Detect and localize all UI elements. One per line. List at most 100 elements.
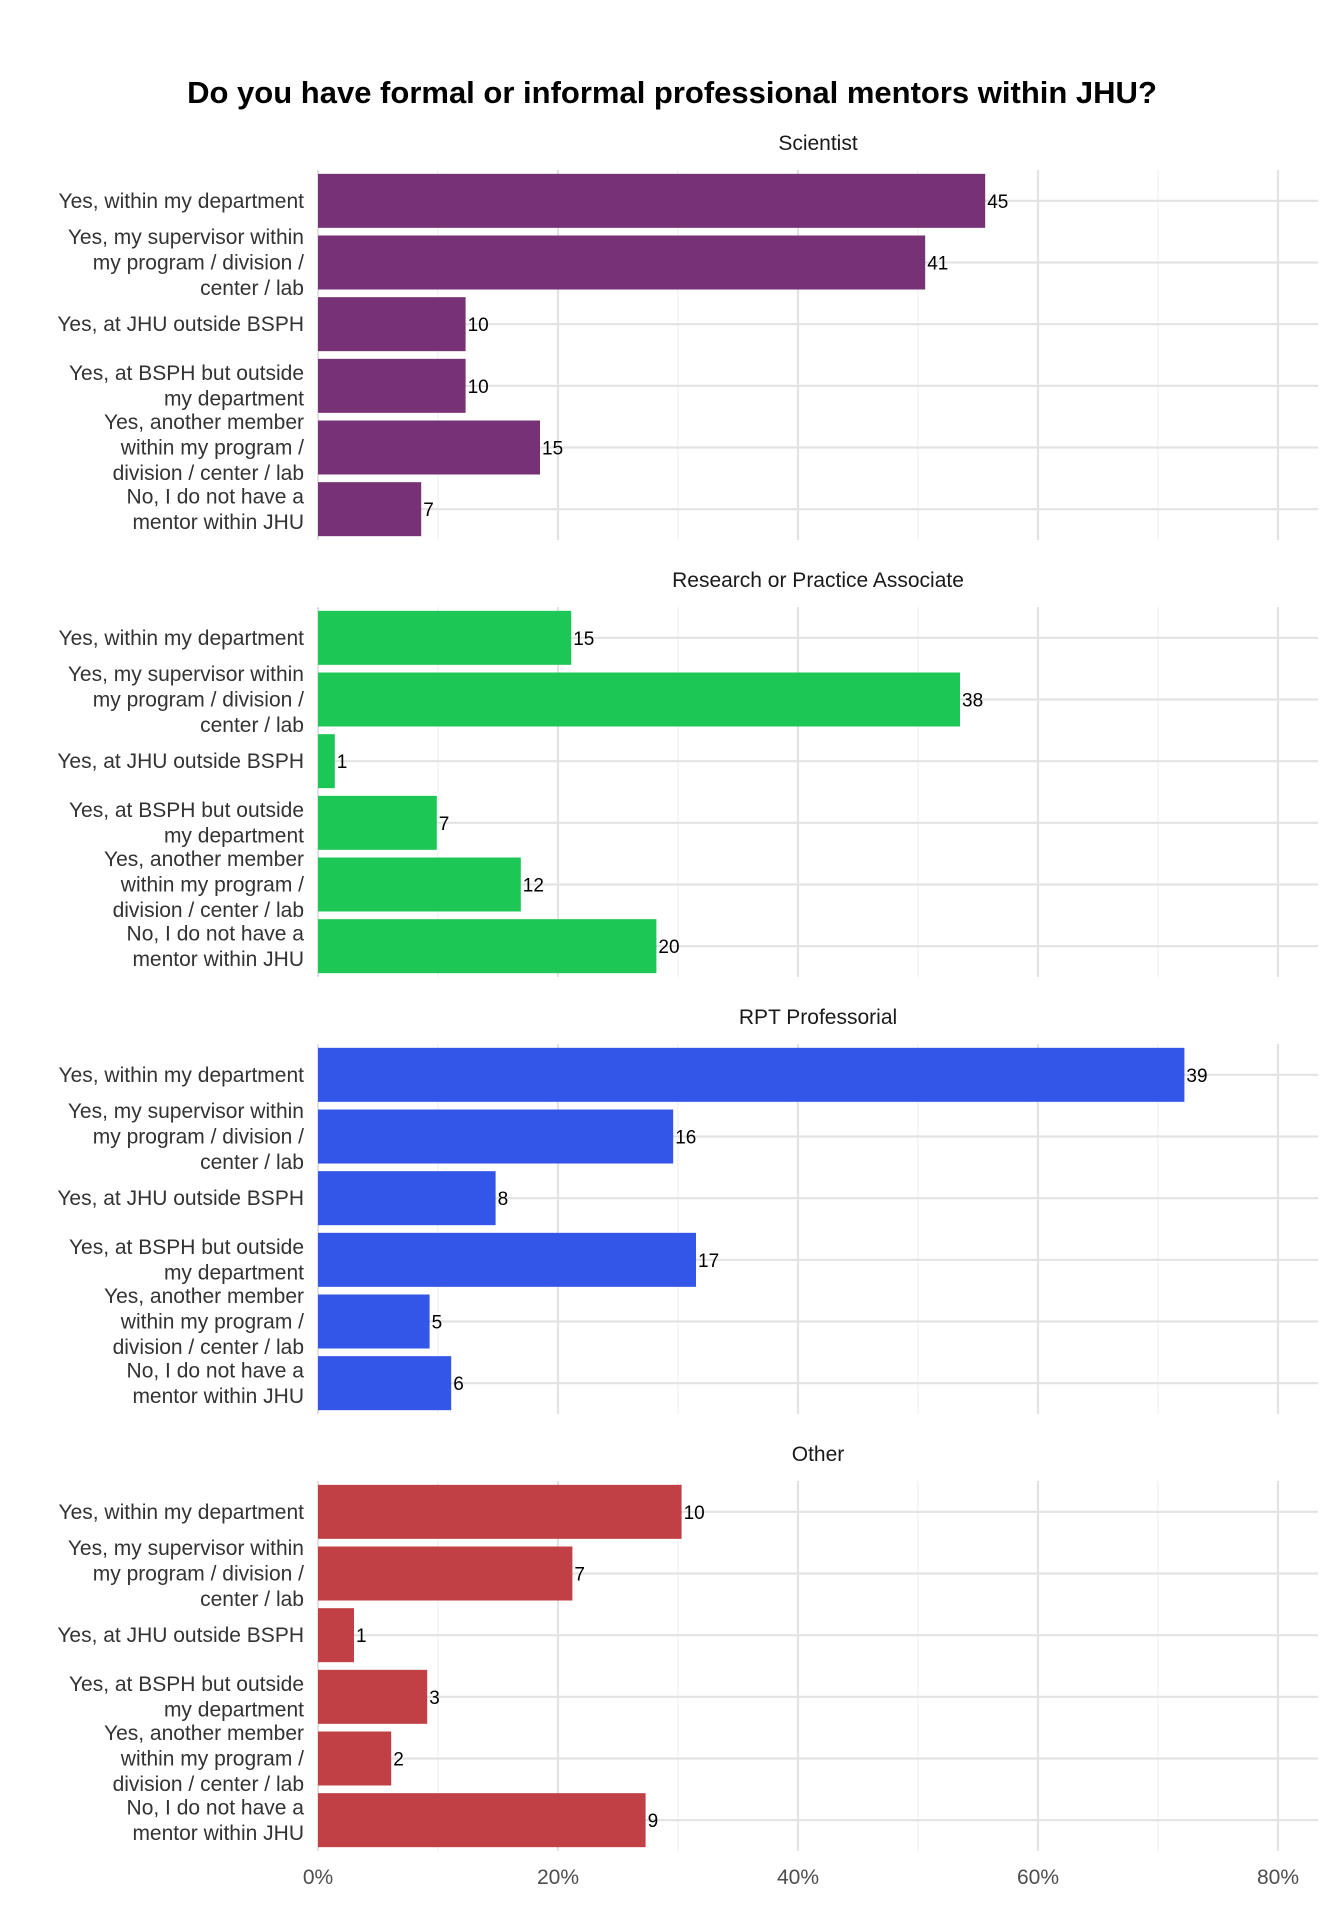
category-label: Yes, at BSPH but outside my department bbox=[69, 1673, 304, 1722]
category-label-line: center / lab bbox=[200, 1151, 304, 1174]
chart-title: Do you have formal or informal professio… bbox=[187, 75, 1157, 110]
category-label: No, I do not have a mentor within JHU bbox=[127, 1359, 305, 1408]
category-label-line: mentor within JHU bbox=[132, 1822, 304, 1845]
bar bbox=[318, 1793, 646, 1848]
category-label-line: Yes, at JHU outside BSPH bbox=[57, 313, 304, 336]
category-label-line: Yes, within my department bbox=[58, 190, 304, 213]
category-label-line: division / center / lab bbox=[113, 899, 304, 922]
bar bbox=[318, 1047, 1185, 1102]
category-label: Yes, at BSPH but outside my department bbox=[69, 362, 304, 411]
category-label: Yes, at BSPH but outside my department bbox=[69, 1236, 304, 1285]
bar-value-label: 1 bbox=[337, 752, 348, 773]
x-tick-label: 0% bbox=[303, 1866, 333, 1889]
bar-value-label: 7 bbox=[574, 1565, 585, 1586]
category-label: Yes, at JHU outside BSPH bbox=[57, 750, 304, 773]
bar-value-label: 3 bbox=[429, 1688, 440, 1709]
bar bbox=[318, 1109, 674, 1164]
category-label: Yes, within my department bbox=[58, 190, 304, 213]
panel-0: Scientist 45 Yes, within my department 41 Ye… bbox=[57, 132, 1318, 540]
bar bbox=[318, 1731, 392, 1786]
bar-value-label: 7 bbox=[423, 500, 434, 521]
panel-strip-label: Research or Practice Associate bbox=[672, 569, 964, 592]
category-label: Yes, at BSPH but outside my department bbox=[69, 799, 304, 848]
category-label-line: Yes, at JHU outside BSPH bbox=[57, 1624, 304, 1647]
category-label-line: Yes, my supervisor within bbox=[68, 226, 304, 249]
category-label-line: within my program / bbox=[120, 1748, 304, 1771]
category-label: Yes, at JHU outside BSPH bbox=[57, 313, 304, 336]
category-label-line: Yes, within my department bbox=[58, 627, 304, 650]
category-label-line: No, I do not have a bbox=[127, 485, 305, 508]
bar-value-label: 5 bbox=[432, 1313, 443, 1334]
x-tick-label: 60% bbox=[1017, 1866, 1059, 1889]
bar bbox=[318, 857, 521, 912]
category-label-line: Yes, another member bbox=[104, 411, 304, 434]
category-label: Yes, at JHU outside BSPH bbox=[57, 1624, 304, 1647]
panel-1: Research or Practice Associate 15 Yes, wit… bbox=[57, 569, 1318, 977]
category-label: Yes, another member within my program / di… bbox=[104, 1285, 304, 1359]
category-label-line: center / lab bbox=[200, 714, 304, 737]
bar-value-label: 10 bbox=[468, 315, 489, 336]
category-label-line: mentor within JHU bbox=[132, 1385, 304, 1408]
category-label-line: my program / division / bbox=[93, 252, 304, 275]
bar bbox=[318, 1171, 496, 1226]
category-label-line: my department bbox=[164, 388, 304, 411]
bar bbox=[318, 1232, 696, 1287]
category-label-line: Yes, at BSPH but outside bbox=[69, 1673, 304, 1696]
category-label-line: center / lab bbox=[200, 1588, 304, 1611]
category-label-line: No, I do not have a bbox=[127, 1359, 305, 1382]
bar-value-label: 7 bbox=[439, 814, 450, 835]
bar bbox=[318, 420, 540, 475]
category-label-line: Yes, at BSPH but outside bbox=[69, 799, 304, 822]
category-label-line: Yes, my supervisor within bbox=[68, 663, 304, 686]
category-label: Yes, another member within my program / di… bbox=[104, 1722, 304, 1796]
category-label-line: my program / division / bbox=[93, 1563, 304, 1586]
bar-value-label: 39 bbox=[1186, 1066, 1207, 1087]
bar-value-label: 45 bbox=[987, 192, 1008, 213]
category-label: Yes, at JHU outside BSPH bbox=[57, 1187, 304, 1210]
category-label-line: Yes, my supervisor within bbox=[68, 1537, 304, 1560]
bar-value-label: 10 bbox=[684, 1503, 705, 1524]
bar bbox=[318, 795, 437, 850]
category-label-line: Yes, another member bbox=[104, 1722, 304, 1745]
category-label-line: center / lab bbox=[200, 277, 304, 300]
bar-value-label: 12 bbox=[523, 876, 544, 897]
bar bbox=[318, 672, 960, 727]
bar-value-label: 8 bbox=[498, 1189, 509, 1210]
bar bbox=[318, 1484, 682, 1539]
panel-strip-label: RPT Professorial bbox=[739, 1006, 897, 1029]
panel-strip-label: Other bbox=[792, 1443, 845, 1466]
category-label-line: Yes, at BSPH but outside bbox=[69, 1236, 304, 1259]
bar bbox=[318, 482, 422, 537]
category-label-line: my department bbox=[164, 1699, 304, 1722]
category-label: Yes, another member within my program / di… bbox=[104, 411, 304, 485]
x-tick-label: 80% bbox=[1257, 1866, 1299, 1889]
category-label-line: Yes, my supervisor within bbox=[68, 1100, 304, 1123]
bar bbox=[318, 1294, 430, 1349]
bar bbox=[318, 1356, 452, 1411]
bar-value-label: 16 bbox=[675, 1128, 696, 1149]
bar-value-label: 2 bbox=[393, 1750, 404, 1771]
category-label-line: mentor within JHU bbox=[132, 948, 304, 971]
category-label: Yes, within my department bbox=[58, 627, 304, 650]
category-label-line: division / center / lab bbox=[113, 462, 304, 485]
category-label: Yes, my supervisor within my program / di… bbox=[68, 1537, 304, 1611]
bar bbox=[318, 235, 926, 290]
bar bbox=[318, 1669, 428, 1724]
category-label-line: Yes, at JHU outside BSPH bbox=[57, 1187, 304, 1210]
category-label: Yes, my supervisor within my program / di… bbox=[68, 1100, 304, 1174]
panel-2: RPT Professorial 39 Yes, within my departm… bbox=[57, 1006, 1318, 1414]
category-label-line: Yes, at JHU outside BSPH bbox=[57, 750, 304, 773]
x-tick-label: 40% bbox=[777, 1866, 819, 1889]
category-label: Yes, my supervisor within my program / di… bbox=[68, 226, 304, 300]
category-label: No, I do not have a mentor within JHU bbox=[127, 485, 305, 534]
category-label-line: my program / division / bbox=[93, 1126, 304, 1149]
bar-value-label: 9 bbox=[648, 1811, 659, 1832]
category-label-line: division / center / lab bbox=[113, 1336, 304, 1359]
category-label: No, I do not have a mentor within JHU bbox=[127, 1796, 305, 1845]
category-label-line: Yes, at BSPH but outside bbox=[69, 362, 304, 385]
category-label-line: within my program / bbox=[120, 874, 304, 897]
bar-value-label: 15 bbox=[573, 629, 594, 650]
category-label: No, I do not have a mentor within JHU bbox=[127, 922, 305, 971]
category-label-line: within my program / bbox=[120, 437, 304, 460]
category-label-line: my department bbox=[164, 1262, 304, 1285]
